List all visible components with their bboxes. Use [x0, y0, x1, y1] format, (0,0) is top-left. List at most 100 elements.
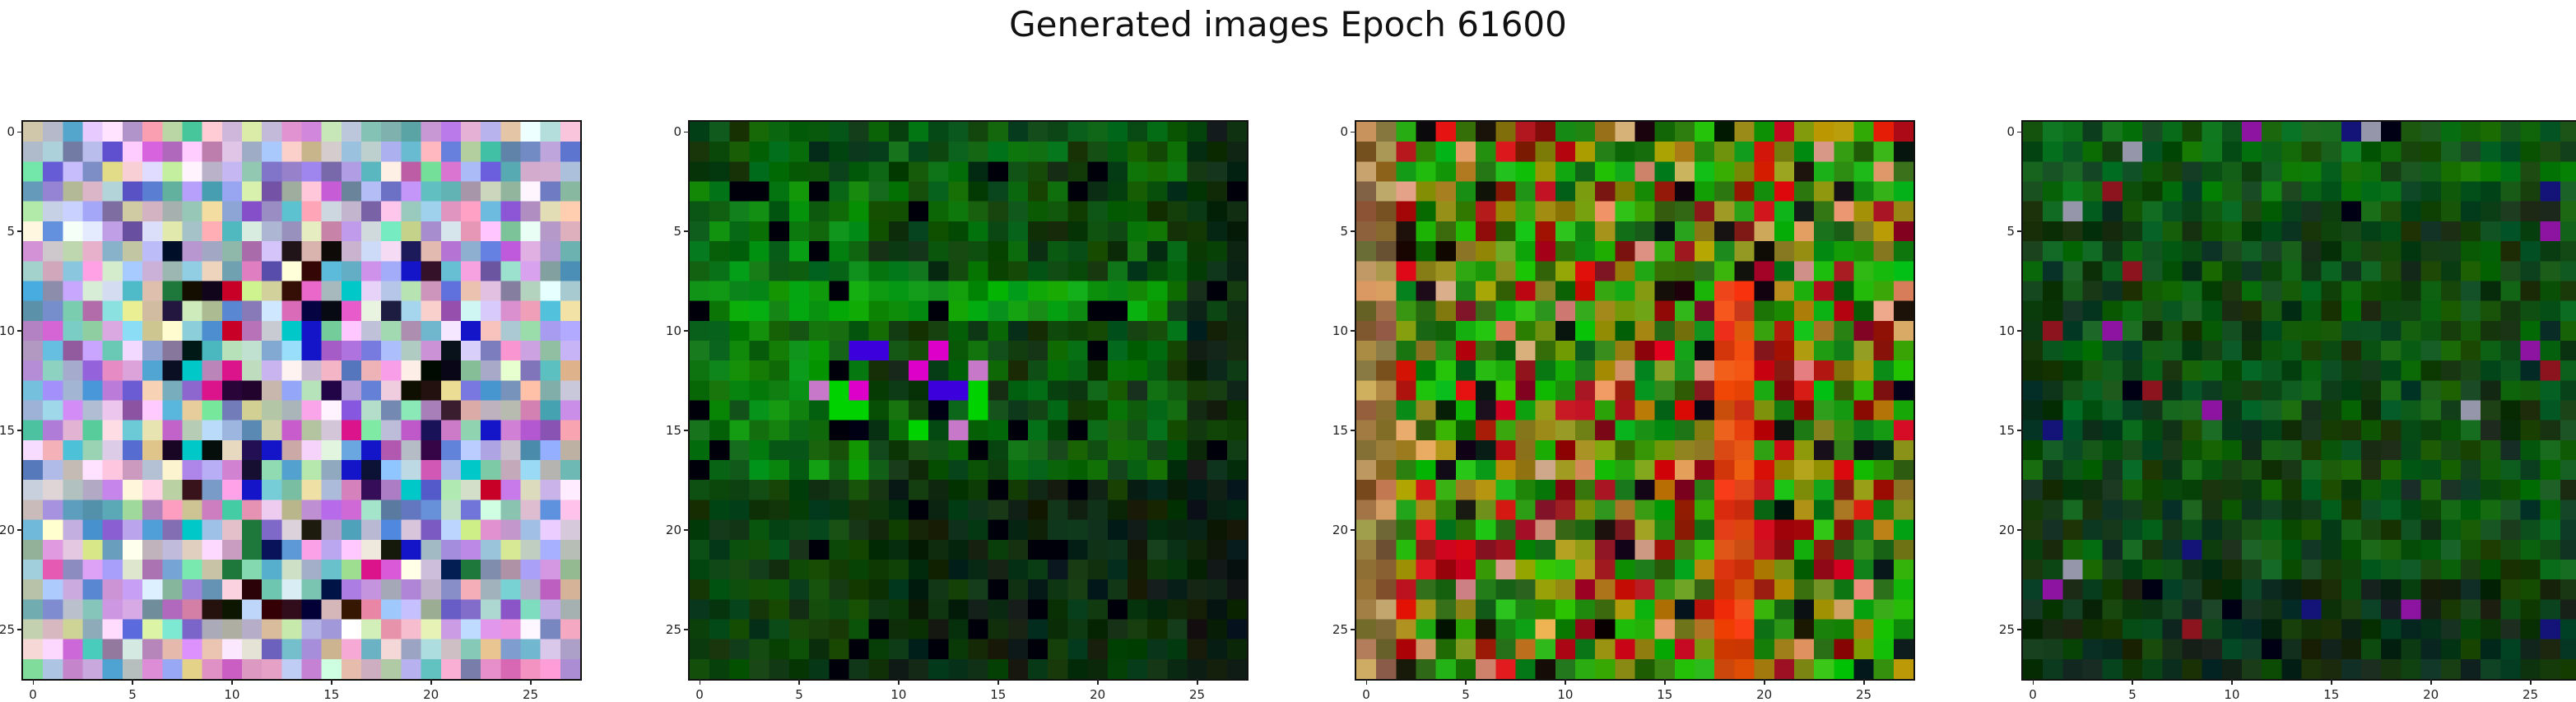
x-tick-label: 0 [1362, 687, 1370, 702]
x-tick-label: 10 [2224, 687, 2240, 702]
y-tick-label: 25 [1998, 621, 2015, 637]
y-tick-label: 5 [7, 223, 15, 239]
x-tick-label: 5 [795, 687, 803, 702]
y-tick-label: 20 [1332, 522, 1348, 537]
x-tick-mark [1664, 679, 1666, 685]
y-tick-mark [2017, 131, 2023, 133]
y-tick-mark [1351, 529, 1356, 531]
y-tick-mark [2017, 629, 2023, 630]
figure-title: Generated images Epoch 61600 [1009, 4, 1567, 44]
y-tick-mark [17, 430, 23, 431]
y-tick-label: 5 [673, 223, 681, 239]
y-tick-mark [2017, 330, 2023, 332]
y-tick-label: 5 [1340, 223, 1348, 239]
y-tick-label: 10 [1332, 323, 1348, 338]
x-tick-label: 15 [323, 687, 340, 702]
x-tick-label: 25 [1856, 687, 1872, 702]
x-tick-mark [2430, 679, 2432, 685]
x-tick-mark [898, 679, 900, 685]
x-tick-mark [1097, 679, 1099, 685]
x-tick-mark [798, 679, 800, 685]
x-tick-mark [1465, 679, 1467, 685]
generated-image-2 [690, 122, 1247, 679]
y-tick-label: 25 [1332, 621, 1348, 637]
y-tick-label: 5 [2006, 223, 2015, 239]
y-tick-mark [684, 131, 690, 133]
y-tick-mark [684, 230, 690, 232]
x-tick-label: 0 [29, 687, 37, 702]
x-tick-label: 10 [224, 687, 240, 702]
x-tick-label: 15 [990, 687, 1007, 702]
y-tick-label: 0 [1340, 124, 1348, 140]
generated-image-panel-2: 0 5 10 15 20 25 0 5 10 15 20 25 [666, 120, 1248, 702]
y-tick-mark [1351, 330, 1356, 332]
generated-image-4 [2023, 122, 2576, 679]
generated-image-3 [1356, 122, 1913, 679]
y-tick-label: 0 [7, 124, 15, 140]
y-tick-label: 0 [2006, 124, 2015, 140]
y-tick-label: 10 [665, 323, 681, 338]
generated-image-panel-1: 0 5 10 15 20 25 0 5 10 15 20 25 [0, 120, 582, 702]
y-tick-label: 15 [665, 422, 681, 438]
y-tick-mark [684, 629, 690, 630]
y-tick-mark [684, 529, 690, 531]
x-tick-label: 15 [1657, 687, 1673, 702]
y-tick-mark [2017, 430, 2023, 431]
x-tick-label: 10 [1557, 687, 1574, 702]
x-tick-label: 5 [2128, 687, 2137, 702]
y-tick-mark [17, 629, 23, 630]
x-tick-mark [2231, 679, 2233, 685]
x-tick-label: 25 [523, 687, 539, 702]
y-tick-mark [1351, 230, 1356, 232]
x-tick-label: 20 [423, 687, 439, 702]
y-tick-label: 15 [0, 422, 15, 438]
y-tick-label: 15 [1998, 422, 2015, 438]
y-tick-mark [1351, 131, 1356, 133]
x-tick-mark [2132, 679, 2133, 685]
x-tick-label: 20 [1090, 687, 1106, 702]
x-tick-mark [331, 679, 332, 685]
y-tick-label: 20 [665, 522, 681, 537]
x-tick-label: 25 [2523, 687, 2539, 702]
y-tick-mark [17, 330, 23, 332]
y-tick-label: 15 [1332, 422, 1348, 438]
x-tick-label: 10 [890, 687, 907, 702]
x-tick-label: 5 [1462, 687, 1470, 702]
x-tick-label: 0 [2029, 687, 2037, 702]
y-tick-mark [17, 131, 23, 133]
y-tick-mark [17, 230, 23, 232]
generated-image-panel-3: 0 5 10 15 20 25 0 5 10 15 20 25 [1332, 120, 1915, 702]
x-tick-mark [699, 679, 701, 685]
x-tick-mark [1863, 679, 1865, 685]
x-tick-mark [1197, 679, 1198, 685]
x-tick-label: 0 [695, 687, 704, 702]
generated-image-1 [23, 122, 580, 679]
x-tick-label: 15 [2323, 687, 2340, 702]
y-tick-mark [1351, 629, 1356, 630]
y-tick-mark [2017, 230, 2023, 232]
x-tick-mark [2331, 679, 2332, 685]
y-tick-mark [2017, 529, 2023, 531]
x-tick-mark [2530, 679, 2532, 685]
x-tick-label: 20 [1756, 687, 1773, 702]
x-tick-mark [231, 679, 233, 685]
x-tick-mark [32, 679, 35, 685]
y-tick-label: 10 [0, 323, 15, 338]
x-tick-mark [530, 679, 532, 685]
y-tick-label: 0 [673, 124, 681, 140]
y-tick-label: 20 [0, 522, 15, 537]
y-tick-mark [684, 430, 690, 431]
y-tick-label: 25 [0, 621, 15, 637]
x-tick-mark [1764, 679, 1765, 685]
generated-image-panel-4: 0 5 10 15 20 25 0 5 10 15 20 25 [1999, 120, 2576, 702]
x-tick-label: 25 [1189, 687, 1206, 702]
x-tick-mark [430, 679, 432, 685]
y-tick-label: 25 [665, 621, 681, 637]
y-tick-label: 10 [1998, 323, 2015, 338]
x-tick-mark [2032, 679, 2034, 685]
x-tick-mark [1565, 679, 1566, 685]
x-tick-mark [132, 679, 133, 685]
y-tick-label: 20 [1998, 522, 2015, 537]
y-tick-mark [684, 330, 690, 332]
y-tick-mark [17, 529, 23, 531]
